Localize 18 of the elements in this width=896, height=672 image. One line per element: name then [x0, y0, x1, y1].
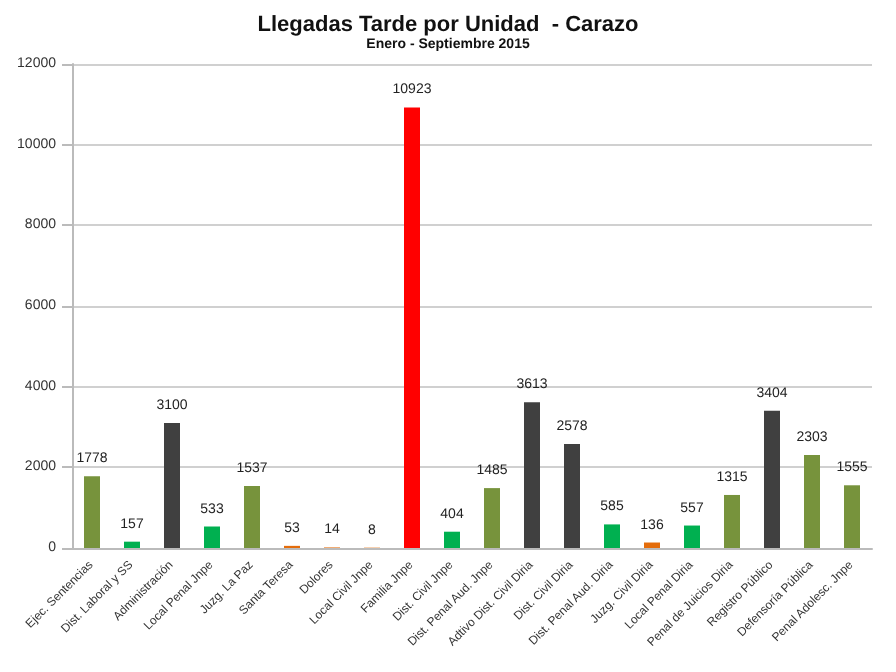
bar — [564, 444, 580, 548]
bar — [764, 410, 780, 548]
bar — [684, 525, 700, 548]
bar — [84, 476, 100, 548]
bar — [444, 531, 460, 548]
bar — [244, 486, 260, 548]
bar — [724, 494, 740, 548]
bar — [804, 455, 820, 548]
bar — [524, 402, 540, 548]
bar — [164, 422, 180, 548]
bar — [404, 107, 420, 548]
bar — [644, 542, 660, 548]
bar — [204, 526, 220, 548]
bar — [124, 541, 140, 548]
chart-title: Llegadas Tarde por Unidad - Carazo — [257, 13, 640, 37]
bar — [604, 524, 620, 548]
bar — [484, 488, 500, 548]
bar — [844, 485, 860, 548]
